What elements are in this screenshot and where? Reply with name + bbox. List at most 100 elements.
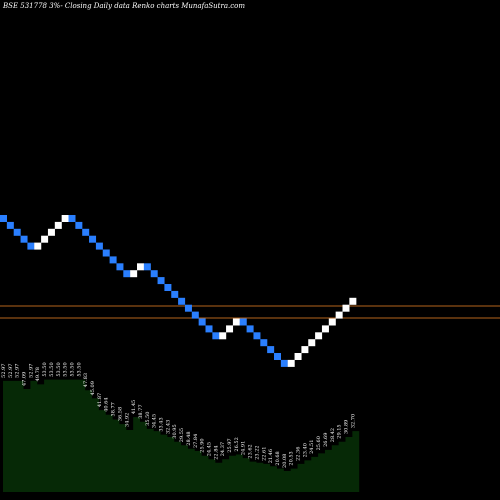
renko-brick-up bbox=[335, 311, 343, 319]
price-label: 53.50 bbox=[42, 362, 48, 376]
price-label: 36.58 bbox=[117, 407, 123, 421]
price-label: 30.89 bbox=[344, 420, 350, 434]
renko-brick-down bbox=[184, 304, 192, 312]
price-label: 53.50 bbox=[56, 362, 62, 376]
price-label: 32.43 bbox=[165, 420, 171, 434]
renko-brick-down bbox=[143, 263, 151, 271]
price-label: 24.51 bbox=[309, 440, 315, 454]
price-label: 34.92 bbox=[124, 413, 130, 427]
price-label: 24.37 bbox=[220, 442, 226, 456]
renko-brick-down bbox=[191, 311, 199, 319]
chart-title: BSE 531778 3%- Closing Daily data Renko … bbox=[3, 2, 246, 10]
renko-brick-up bbox=[287, 359, 295, 367]
renko-brick-down bbox=[27, 242, 35, 250]
renko-brick-up bbox=[61, 215, 69, 222]
price-label: 52.97 bbox=[15, 364, 21, 378]
renko-brick-down bbox=[109, 256, 117, 264]
price-label: 20.53 bbox=[289, 451, 295, 465]
price-label: 38.77 bbox=[111, 402, 117, 416]
renko-brick-up bbox=[219, 332, 227, 340]
renko-brick-down bbox=[95, 242, 103, 250]
renko-brick-up bbox=[130, 270, 138, 278]
renko-brick-up bbox=[349, 297, 357, 305]
price-label: 41.87 bbox=[97, 393, 103, 407]
renko-brick-up bbox=[328, 318, 336, 326]
price-label: 23.62 bbox=[248, 444, 254, 458]
renko-brick-down bbox=[116, 263, 124, 271]
price-label: 30.95 bbox=[172, 424, 178, 438]
price-label: 28.42 bbox=[330, 428, 336, 442]
price-label: 40.64 bbox=[104, 397, 110, 411]
price-label: 29.55 bbox=[179, 428, 185, 442]
renko-brick-up bbox=[308, 339, 316, 347]
renko-brick-up bbox=[226, 325, 234, 333]
price-label: 32.70 bbox=[350, 414, 356, 428]
price-label: 49.78 bbox=[35, 367, 41, 381]
price-label: 20.68 bbox=[275, 451, 281, 465]
price-label: 52.97 bbox=[1, 364, 7, 378]
renko-brick-down bbox=[212, 332, 220, 340]
renko-brick-up bbox=[137, 263, 144, 271]
price-label: 22.84 bbox=[213, 445, 219, 459]
price-label: 25.60 bbox=[316, 436, 322, 450]
price-label: 20.08 bbox=[282, 454, 288, 468]
price-label: 25.90 bbox=[200, 438, 206, 452]
price-label: 22.61 bbox=[261, 447, 267, 461]
renko-brick-up bbox=[232, 318, 240, 326]
renko-brick-down bbox=[6, 221, 14, 229]
renko-brick-up bbox=[54, 221, 62, 229]
renko-brick-down bbox=[150, 270, 158, 278]
renko-brick-down bbox=[171, 290, 179, 298]
price-label: 38.77 bbox=[138, 404, 144, 418]
renko-brick-down bbox=[267, 346, 275, 354]
renko-brick-down bbox=[260, 339, 268, 347]
price-label: 24.91 bbox=[241, 441, 247, 455]
renko-brick-down bbox=[178, 297, 186, 305]
price-label: 29.15 bbox=[337, 424, 343, 438]
renko-brick-down bbox=[13, 228, 21, 236]
price-label: 41.45 bbox=[131, 400, 137, 414]
price-label: 26.69 bbox=[323, 433, 329, 447]
price-label: 24.45 bbox=[207, 442, 213, 456]
renko-brick-up bbox=[301, 346, 309, 354]
price-label: 23.40 bbox=[302, 443, 308, 457]
price-label: 47.09 bbox=[22, 372, 28, 386]
price-label: 25.97 bbox=[227, 438, 233, 452]
renko-brick-down bbox=[239, 318, 247, 326]
renko-brick-up bbox=[34, 242, 42, 250]
renko-brick-up bbox=[294, 353, 302, 360]
price-label: 33.43 bbox=[159, 417, 165, 431]
renko-brick-down bbox=[75, 221, 83, 229]
price-label: 52.97 bbox=[28, 364, 34, 378]
price-label: 26.52 bbox=[234, 437, 240, 451]
price-label: 52.97 bbox=[8, 364, 14, 378]
price-label: 28.48 bbox=[186, 431, 192, 445]
renko-brick-down bbox=[274, 353, 281, 360]
renko-brick-down bbox=[123, 270, 131, 278]
renko-brick-down bbox=[82, 228, 90, 236]
renko-brick-down bbox=[198, 318, 206, 326]
renko-brick-up bbox=[41, 235, 49, 243]
volume-area bbox=[3, 379, 360, 492]
renko-brick-down bbox=[205, 325, 213, 333]
price-label: 21.46 bbox=[268, 449, 274, 463]
renko-brick-down bbox=[89, 235, 97, 243]
renko-brick-down bbox=[102, 249, 110, 257]
renko-brick-down bbox=[0, 215, 7, 222]
renko-brick-up bbox=[321, 325, 329, 333]
price-label: 53.50 bbox=[70, 362, 76, 376]
renko-brick-down bbox=[157, 277, 165, 285]
price-label: 34.45 bbox=[152, 414, 158, 428]
price-label: 22.36 bbox=[296, 447, 302, 461]
price-label: 45.09 bbox=[90, 381, 96, 395]
renko-brick-down bbox=[68, 215, 76, 222]
price-label: 23.22 bbox=[254, 445, 260, 459]
renko-brick-up bbox=[315, 332, 323, 340]
price-label: 53.50 bbox=[49, 362, 55, 376]
renko-brick-down bbox=[246, 325, 254, 333]
renko-brick-down bbox=[253, 332, 261, 340]
renko-brick-down bbox=[280, 359, 288, 367]
price-label: 47.83 bbox=[83, 373, 89, 387]
